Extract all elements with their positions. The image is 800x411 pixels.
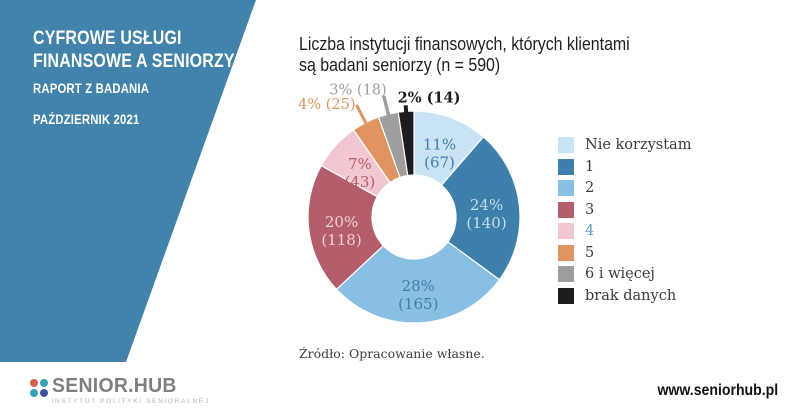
legend: Nie korzystam 1 2 3 4 5 6 i więcej brak danych <box>558 137 691 309</box>
legend-item-1: 1 <box>558 158 691 175</box>
legend-swatch <box>558 158 574 175</box>
sidebar-panel <box>0 0 256 362</box>
legend-swatch <box>558 266 574 282</box>
slice-label-24%: 24% (140) <box>466 196 506 232</box>
sidebar-shape <box>0 0 256 362</box>
slice-label-7%: 7% (43) <box>344 155 375 191</box>
logo-dot-icon <box>39 379 48 387</box>
legend-swatch <box>558 180 574 196</box>
pie-slice-3 <box>307 164 385 291</box>
page-title: Liczba instytucji finansowych, których k… <box>299 33 660 75</box>
legend-item-6-i-więcej: 6 i więcej <box>558 266 691 282</box>
logo-dot-icon <box>30 379 38 387</box>
legend-item-nie-korzystam: Nie korzystam <box>558 137 691 153</box>
legend-item-5: 5 <box>558 244 691 261</box>
sidebar-title-line1: CYFROWE USŁUGI <box>33 28 182 49</box>
legend-swatch <box>558 137 574 153</box>
leader-line-2% <box>403 105 409 123</box>
pie-slice-brak-danych <box>397 110 415 177</box>
sidebar-subtitle: RAPORT Z BADANIA <box>33 81 150 96</box>
legend-swatch <box>558 244 574 261</box>
legend-item-2: 2 <box>558 180 691 196</box>
page-title-line1: Liczba instytucji finansowych, których k… <box>299 33 630 54</box>
leader-line-4% <box>355 104 372 134</box>
slice-label-2%: 2% (14) <box>398 89 461 106</box>
sidebar-title-line2: FINANSOWE A SENIORZY <box>33 51 235 72</box>
logo-text-block: SENIOR.HUB INSTYTUT POLITYKI SENIORALNEJ <box>52 376 210 405</box>
sidebar-title: CYFROWE USŁUGI FINANSOWE A SENIORZY <box>33 27 235 73</box>
logo-dot-icon <box>30 388 38 397</box>
legend-item-brak-danych: brak danych <box>558 287 691 304</box>
legend-item-3: 3 <box>558 201 691 218</box>
sidebar-date: PAŹDZIERNIK 2021 <box>33 112 140 127</box>
pie-slice-1 <box>440 136 521 281</box>
legend-swatch <box>558 223 574 239</box>
legend-item-4: 4 <box>558 223 691 239</box>
legend-label: 6 i więcej <box>585 266 655 282</box>
slice-label-3%: 3% (18) <box>329 83 386 99</box>
logo-dots-icon <box>30 379 48 397</box>
legend-label: 2 <box>585 180 595 196</box>
source-note: Źródło: Opracowanie własne. <box>299 346 485 361</box>
leader-line-3% <box>381 95 393 126</box>
page-title-line2: są badani seniorzy (n = 590) <box>299 54 501 75</box>
slice-label-28%: 28% (165) <box>398 277 438 313</box>
website-url: www.seniorhub.pl <box>657 382 778 399</box>
logo-dot-icon <box>39 388 48 397</box>
legend-swatch <box>558 287 574 304</box>
legend-label: 1 <box>585 158 595 175</box>
legend-label: 5 <box>585 244 595 261</box>
legend-label: 4 <box>585 223 595 239</box>
logo-subtitle: INSTYTUT POLITYKI SENIORALNEJ <box>51 398 210 405</box>
legend-label: brak danych <box>585 287 677 304</box>
legend-label: Nie korzystam <box>585 137 692 153</box>
logo: SENIOR.HUB INSTYTUT POLITYKI SENIORALNEJ <box>30 376 210 405</box>
logo-wordmark: SENIOR.HUB <box>51 375 177 397</box>
sidebar: CYFROWE USŁUGI FINANSOWE A SENIORZY RAPO… <box>33 27 243 127</box>
legend-swatch <box>558 201 574 218</box>
donut-chart: 11% (67) 24% (140) 28% (165) 20% (118) 7% (43) 4% … <box>298 83 521 324</box>
slice-label-20%: 20% (118) <box>321 213 361 249</box>
legend-label: 3 <box>585 201 595 218</box>
slice-label-11%: 11% (67) <box>423 136 456 172</box>
pie-slice-2 <box>335 241 501 324</box>
slice-label-4%: 4% (25) <box>298 97 355 113</box>
